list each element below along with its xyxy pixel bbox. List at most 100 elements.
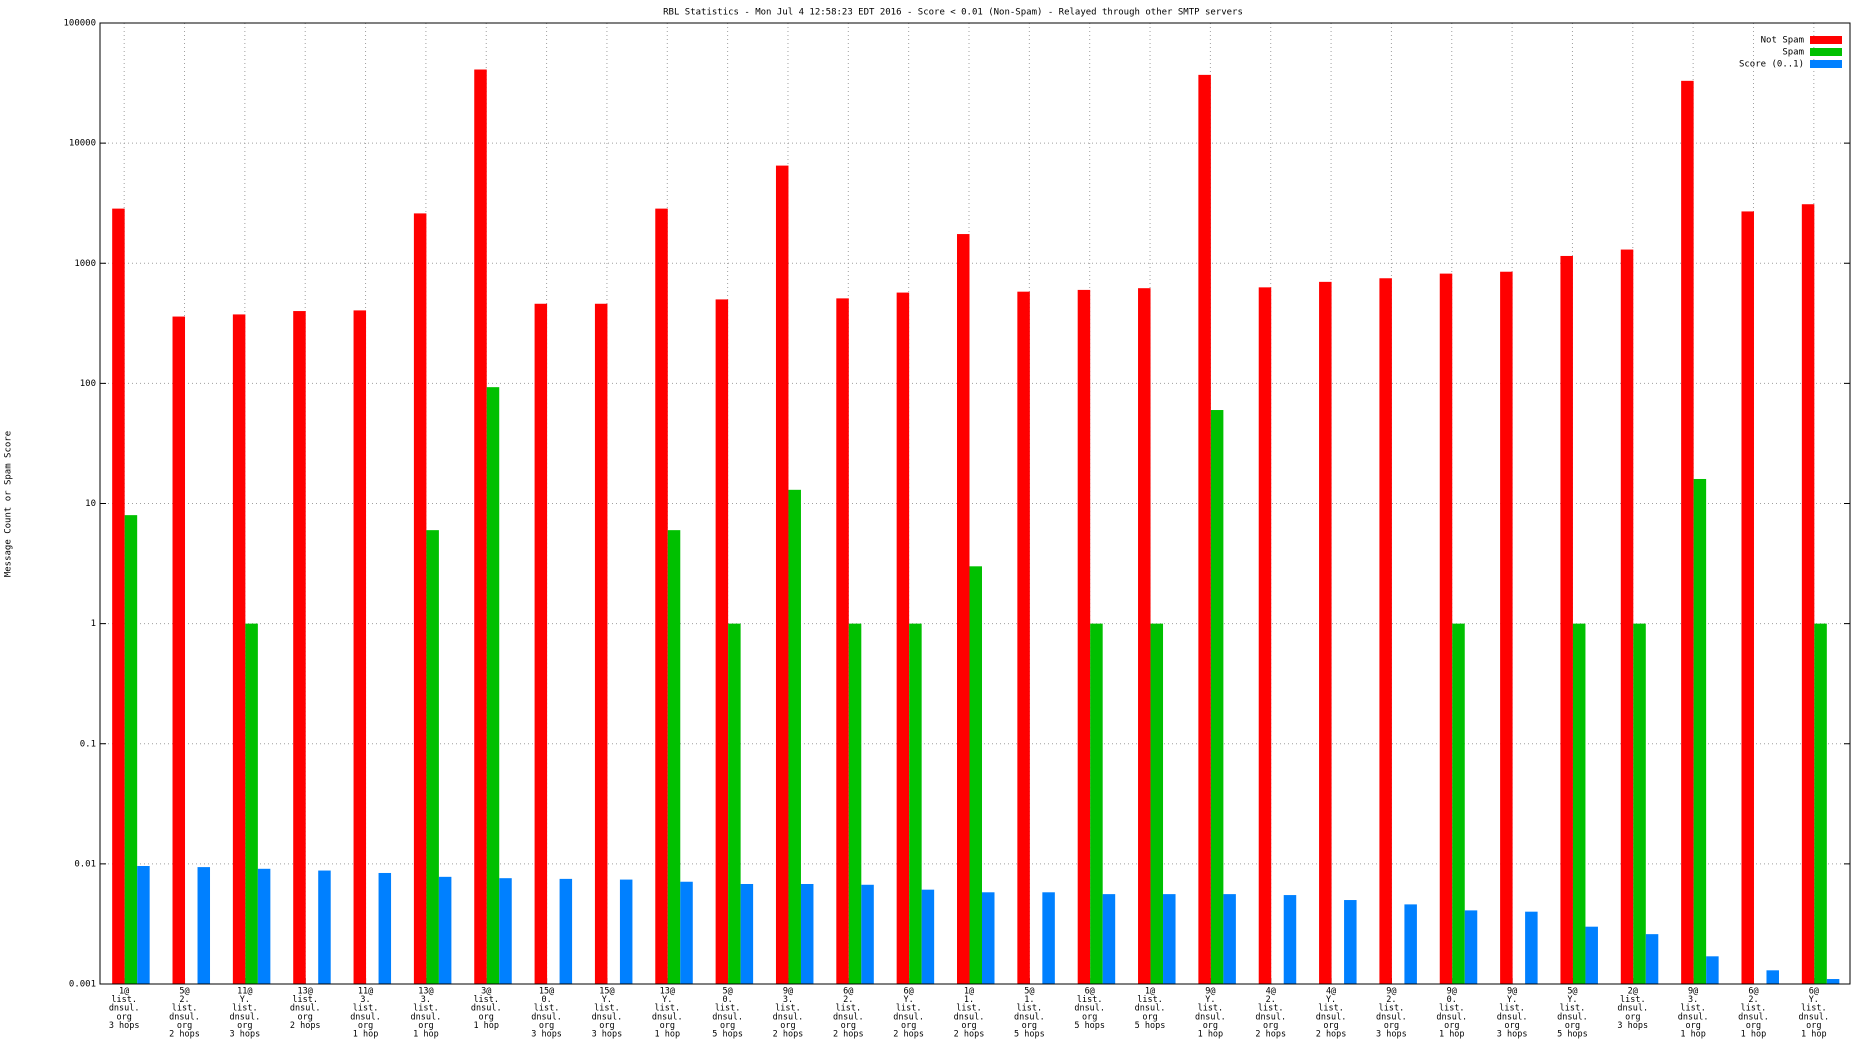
x-tick-label: 1 hop xyxy=(1439,1030,1465,1040)
x-tick-label: 1@ xyxy=(1145,987,1155,997)
x-tick-label: list. xyxy=(775,1004,801,1014)
x-tick-label: list. xyxy=(111,995,137,1005)
x-tick-label: dnsul. xyxy=(531,1012,562,1022)
x-tick-label: 5@ xyxy=(179,987,189,997)
x-tick-label: 1. xyxy=(964,995,974,1005)
x-tick-label: 5@ xyxy=(1567,987,1577,997)
bar xyxy=(982,892,995,984)
x-tick-label: dnsul. xyxy=(833,1012,864,1022)
x-tick-label: 5@ xyxy=(1024,987,1034,997)
bar xyxy=(1560,255,1573,984)
x-tick-label: dnsul. xyxy=(712,1012,743,1022)
x-tick-label: list. xyxy=(1439,1004,1465,1014)
bar xyxy=(1645,934,1659,984)
x-tick-label: 5 hops xyxy=(1135,1021,1166,1031)
x-tick-label: org xyxy=(660,1021,675,1031)
x-tick-label: dnsul. xyxy=(1617,1004,1648,1014)
x-tick-label: 1@ xyxy=(964,987,974,997)
bar xyxy=(1525,911,1538,984)
bar xyxy=(1801,204,1815,985)
x-tick-label: 9@ xyxy=(1507,987,1517,997)
bar xyxy=(715,299,729,984)
x-tick-label: dnsul. xyxy=(1074,1004,1105,1014)
x-tick-label: list. xyxy=(1680,1004,1706,1014)
x-tick-label: dnsul. xyxy=(109,1004,140,1014)
x-tick-label: 1 hop xyxy=(353,1030,379,1040)
x-tick-label: org xyxy=(780,1021,795,1031)
x-tick-label: 5 hops xyxy=(1074,1021,1105,1031)
bar xyxy=(969,566,982,984)
bar xyxy=(1042,892,1055,984)
plot-frame xyxy=(99,22,1851,985)
bar xyxy=(1814,623,1827,984)
bar xyxy=(1693,478,1707,984)
x-tick-label: 2 hops xyxy=(1316,1030,1347,1040)
bar xyxy=(1766,970,1779,984)
x-tick-label: 3@ xyxy=(481,987,491,997)
x-tick-label: Y. xyxy=(1809,995,1819,1005)
bar xyxy=(413,213,427,985)
bar xyxy=(1681,80,1694,985)
x-tick-label: 5 hops xyxy=(1014,1030,1045,1040)
x-tick-label: 6@ xyxy=(1085,987,1095,997)
x-tick-label: 15@ xyxy=(539,987,554,997)
x-tick-label: 6@ xyxy=(904,987,914,997)
x-tick-label: 11@ xyxy=(237,987,252,997)
x-tick-label: 3 hops xyxy=(1617,1021,1648,1031)
x-tick-label: 1 hop xyxy=(413,1030,439,1040)
x-tick-label: 9@ xyxy=(1688,987,1698,997)
x-tick-label: 2 hops xyxy=(1255,1030,1286,1040)
x-tick-label: 5 hops xyxy=(712,1030,743,1040)
x-tick-label: 6@ xyxy=(1809,987,1819,997)
x-tick-label: 2 hops xyxy=(169,1030,200,1040)
legend-label: Score (0..1) xyxy=(1739,60,1804,70)
x-tick-label: 2 hops xyxy=(954,1030,985,1040)
x-tick-label: list. xyxy=(1017,1004,1043,1014)
x-tick-label: 2 hops xyxy=(833,1030,864,1040)
x-tick-label: list. xyxy=(654,1004,680,1014)
x-tick-label: 11@ xyxy=(358,987,373,997)
x-tick-label: org xyxy=(1625,1012,1640,1022)
bar xyxy=(909,623,922,984)
x-tick-label: list. xyxy=(473,995,499,1005)
x-tick-label: org xyxy=(418,1021,433,1031)
x-tick-label: dnsul. xyxy=(169,1012,200,1022)
x-tick-label: list. xyxy=(956,1004,982,1014)
x-tick-label: dnsul. xyxy=(1014,1012,1045,1022)
bar xyxy=(1283,895,1297,984)
bar xyxy=(318,870,331,984)
x-tick-label: Y. xyxy=(240,995,250,1005)
x-tick-label: org xyxy=(1022,1021,1037,1031)
x-tick-label: Y. xyxy=(904,995,914,1005)
x-tick-label: 3. xyxy=(421,995,431,1005)
x-tick-label: dnsul. xyxy=(1678,1012,1709,1022)
x-tick-label: org xyxy=(961,1021,976,1031)
bar xyxy=(474,69,487,984)
x-tick-label: list. xyxy=(413,1004,439,1014)
bar xyxy=(1150,623,1164,984)
x-tick-label: 2. xyxy=(179,995,189,1005)
bar xyxy=(1223,894,1236,984)
x-tick-label: org xyxy=(1142,1012,1157,1022)
bar xyxy=(1826,979,1840,984)
x-tick-label: list. xyxy=(1560,1004,1586,1014)
x-tick-label: dnsul. xyxy=(1255,1012,1286,1022)
chart-title: RBL Statistics - Mon Jul 4 12:58:23 EDT … xyxy=(663,8,1243,18)
x-tick-label: list. xyxy=(594,1004,620,1014)
x-tick-label: dnsul. xyxy=(1436,1012,1467,1022)
x-tick-label: 9@ xyxy=(783,987,793,997)
bar xyxy=(667,530,681,984)
x-tick-label: org xyxy=(539,1021,554,1031)
x-tick-label: 5@ xyxy=(722,987,732,997)
bar xyxy=(896,292,910,984)
bar xyxy=(800,883,814,984)
x-tick-label: dnsul. xyxy=(1316,1012,1347,1022)
x-tick-label: 2 hops xyxy=(773,1030,804,1040)
x-tick-label: 1 hop xyxy=(1801,1030,1827,1040)
bar xyxy=(137,866,150,984)
bar xyxy=(1102,894,1116,984)
x-tick-label: 2. xyxy=(1748,995,1758,1005)
bar xyxy=(957,234,970,984)
bar xyxy=(257,868,271,984)
